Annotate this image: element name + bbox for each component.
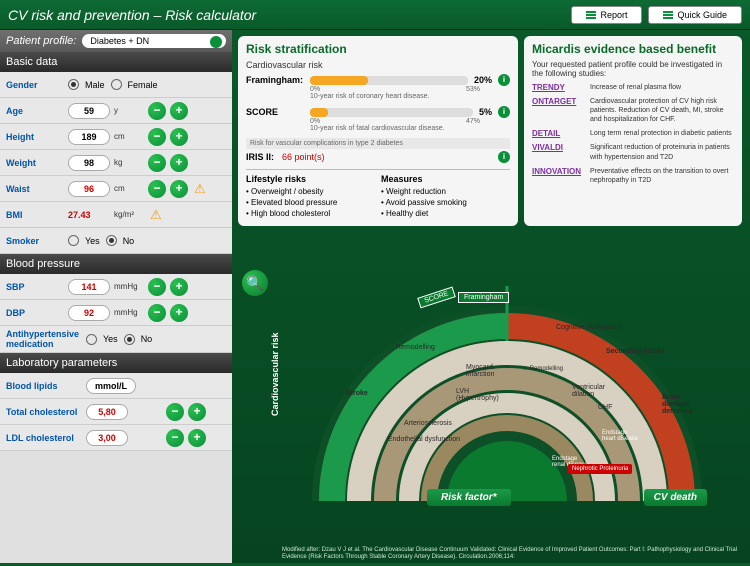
totchol-minus[interactable]: − [166,403,184,421]
waist-input[interactable]: 96 [68,181,110,197]
totchol-input[interactable]: 5,80 [86,404,128,420]
score-label: SCORE [246,107,304,117]
waist-label: Waist [6,184,64,194]
study-link[interactable]: VIVALDI [532,143,586,161]
section-basic: Basic data [0,52,232,72]
height-label: Height [6,132,64,142]
list-item: • Weight reduction [381,187,510,196]
list-item: • Overweight / obesity [246,187,375,196]
antihyp-yes-radio[interactable] [86,334,97,345]
reference-text: Modified after: Dzau V J et al. The Card… [282,547,744,561]
cv-continuum-diagram: SCORE Framingham Cardiovascular risk Rem… [272,286,742,566]
nephrotic-box: Nephrotic Proteinuria [568,464,632,474]
sbp-plus[interactable]: + [170,278,188,296]
gender-male-radio[interactable] [68,79,79,90]
section-lab: Laboratory parameters [0,353,232,373]
section-bp: Blood pressure [0,254,232,274]
age-input[interactable]: 59 [68,103,110,119]
dbp-input[interactable]: 92 [68,305,110,321]
dbp-plus[interactable]: + [170,304,188,322]
cv-risk-axis-label: Cardiovascular risk [270,332,280,416]
lipids-unit-select[interactable]: mmol/L [86,378,136,394]
risk-subtitle: Cardiovascular risk [246,60,510,70]
framingham-bar [310,76,468,85]
profile-select[interactable]: Diabetes + DN [82,34,226,48]
sbp-minus[interactable]: − [148,278,166,296]
sbp-label: SBP [6,282,64,292]
risk-panel: Risk stratification Cardiovascular risk … [238,36,518,226]
smoker-yes-radio[interactable] [68,235,79,246]
study-link[interactable]: INNOVATION [532,167,586,185]
app-title: CV risk and prevention – Risk calculator [8,7,565,23]
measures-header: Measures [381,174,510,184]
cv-death-box: CV death [644,489,707,506]
info-icon[interactable]: i [498,106,510,118]
ldl-label: LDL cholesterol [6,433,82,443]
totchol-label: Total cholesterol [6,407,82,417]
risk-title: Risk stratification [246,42,510,56]
framingham-pct: 20% [474,75,492,85]
score-bar [310,108,473,117]
warn-icon: ⚠ [194,181,206,197]
weight-minus[interactable]: − [148,154,166,172]
sbp-input[interactable]: 141 [68,279,110,295]
waist-plus[interactable]: + [170,180,188,198]
smoker-no-radio[interactable] [106,235,117,246]
ldl-input[interactable]: 3,00 [86,430,128,446]
study-link[interactable]: DETAIL [532,129,586,138]
ldl-plus[interactable]: + [188,429,206,447]
age-minus[interactable]: − [148,102,166,120]
report-button[interactable]: Report [571,6,642,24]
list-item: • Avoid passive smoking [381,198,510,207]
risk-factor-box: Risk factor* [427,489,511,506]
zoom-icon[interactable] [242,270,268,296]
evidence-title: Micardis evidence based benefit [532,42,734,56]
lipids-label: Blood lipids [6,381,82,391]
weight-input[interactable]: 98 [68,155,110,171]
list-item: • Healthy diet [381,209,510,218]
antihyp-label: Antihypertensive medication [6,329,82,349]
totchol-plus[interactable]: + [188,403,206,421]
iris-value: 66 point(s) [282,152,325,162]
risk-separator: Risk for vascular complications in type … [246,138,510,149]
age-plus[interactable]: + [170,102,188,120]
weight-plus[interactable]: + [170,154,188,172]
gender-label: Gender [6,80,64,90]
bmi-label: BMI [6,210,64,220]
bmi-value: 27.43 [68,210,110,220]
ldl-minus[interactable]: − [166,429,184,447]
height-minus[interactable]: − [148,128,166,146]
framingham-label: Framingham: [246,75,304,85]
study-link[interactable]: ONTARGET [532,97,586,124]
gender-female-radio[interactable] [111,79,122,90]
waist-minus[interactable]: − [148,180,166,198]
score-pct: 5% [479,107,492,117]
age-label: Age [6,106,64,116]
study-link[interactable]: TRENDY [532,83,586,92]
warn-icon: ⚠ [150,207,162,223]
lifestyle-header: Lifestyle risks [246,174,375,184]
profile-label: Patient profile: [6,35,76,47]
sidebar: Patient profile: Diabetes + DN Basic dat… [0,30,232,563]
iris-label: IRIS II: [246,152,274,162]
quick-guide-button[interactable]: Quick Guide [648,6,742,24]
evidence-intro: Your requested patient profile could be … [532,60,734,78]
height-plus[interactable]: + [170,128,188,146]
framingham-tag: Framingham [458,292,509,303]
info-icon[interactable]: i [498,74,510,86]
dbp-minus[interactable]: − [148,304,166,322]
info-icon[interactable]: i [498,151,510,163]
list-item: • Elevated blood pressure [246,198,375,207]
smoker-label: Smoker [6,236,64,246]
list-item: • High blood cholesterol [246,209,375,218]
weight-label: Weight [6,158,64,168]
evidence-panel: Micardis evidence based benefit Your req… [524,36,742,226]
height-input[interactable]: 189 [68,129,110,145]
antihyp-no-radio[interactable] [124,334,135,345]
dbp-label: DBP [6,308,64,318]
